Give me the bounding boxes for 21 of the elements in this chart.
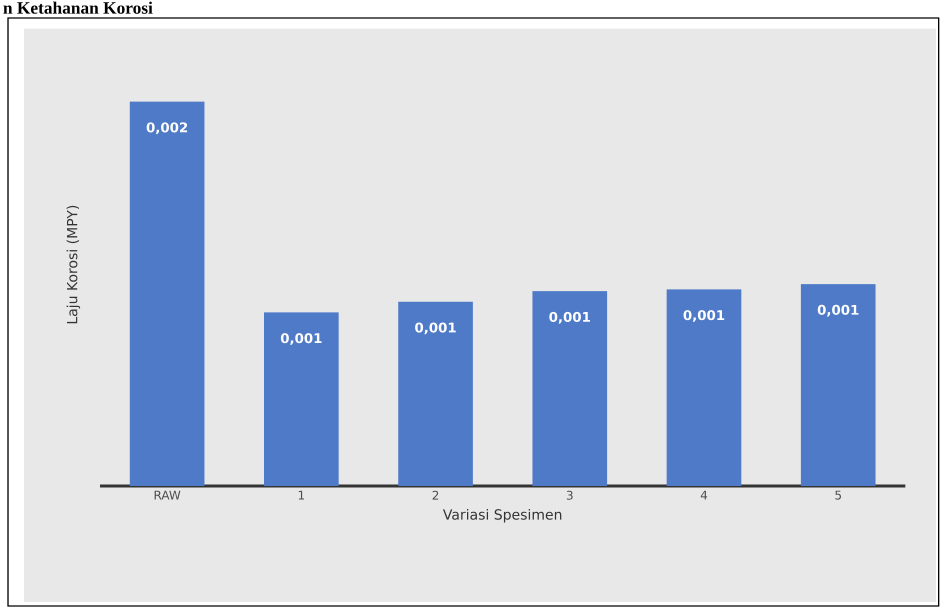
bar	[398, 302, 473, 486]
x-tick-label: 1	[298, 490, 304, 500]
bar	[264, 312, 339, 486]
x-tick-label: 4	[700, 490, 708, 500]
x-axis-title: Variasi Spesimen	[442, 508, 562, 522]
bar	[532, 291, 608, 486]
data-label: 0,001	[549, 312, 590, 324]
bar	[130, 102, 204, 486]
chart-title: n Ketahanan Korosi	[3, 2, 153, 14]
data-label: 0,002	[146, 122, 188, 134]
x-tick-label: 3	[566, 490, 573, 500]
x-tick-label: 2	[432, 490, 438, 500]
x-tick-label: 5	[835, 490, 841, 500]
data-label: 0,001	[818, 304, 858, 317]
data-label: 0,001	[415, 322, 456, 334]
bar	[800, 284, 876, 486]
data-label: 0,001	[684, 310, 724, 322]
data-label: 0,001	[280, 333, 322, 345]
bar	[666, 289, 742, 486]
y-axis-title: Laju Korosi (MPY)	[66, 206, 80, 324]
x-tick-label: RAW	[154, 490, 180, 500]
